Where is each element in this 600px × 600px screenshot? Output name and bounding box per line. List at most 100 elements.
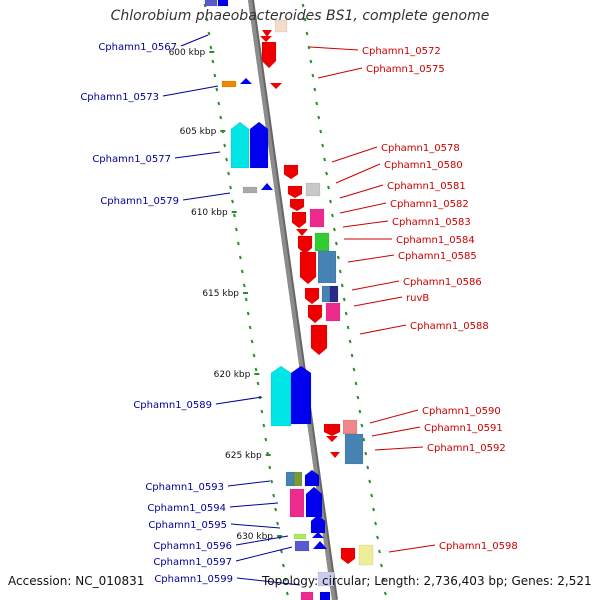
right-tick-track (307, 45, 311, 50)
gene-label-right[interactable]: Cphamn1_0572 (362, 46, 441, 57)
gene-label-right[interactable]: ruvB (406, 293, 429, 304)
scale-label: 605 kbp (180, 127, 217, 137)
scale-label: 610 kbp (191, 208, 228, 218)
gene-label-right[interactable]: Cphamn1_0581 (387, 181, 466, 192)
leader-line (236, 577, 301, 586)
gene-label-right[interactable]: Cphamn1_0591 (424, 423, 503, 434)
gene-arrow (260, 36, 272, 42)
gene-arrow (249, 121, 269, 169)
gene-label-right[interactable]: Cphamn1_0588 (410, 321, 489, 332)
leader-line (182, 192, 231, 201)
left-tick-track (229, 185, 232, 190)
gene-label-left[interactable]: Cphamn1_0595 (148, 520, 227, 531)
right-tick-track (350, 353, 354, 358)
gene-arrow (262, 30, 272, 37)
right-tick-track (319, 129, 323, 134)
gene-block (217, 0, 229, 7)
gene-arrow (261, 183, 273, 190)
gene-arrow (310, 324, 328, 356)
right-tick-track (372, 507, 376, 512)
left-tick-track (238, 255, 242, 260)
right-tick-track (354, 381, 358, 386)
gene-label-right[interactable]: Cphamn1_0598 (439, 541, 518, 552)
right-tick-track (370, 493, 374, 498)
gene-label-right[interactable]: Cphamn1_0578 (381, 143, 460, 154)
left-tick-track (272, 493, 276, 498)
gene-label-right[interactable]: Cphamn1_0580 (384, 160, 463, 171)
right-tick-track (366, 465, 370, 470)
gene-block (242, 186, 258, 194)
gene-block (300, 591, 314, 600)
right-tick-track (309, 59, 313, 64)
leader-line (229, 502, 279, 508)
right-tick-track (315, 101, 319, 106)
leader-line (353, 296, 403, 307)
gene-label-right[interactable]: Cphamn1_0592 (427, 443, 506, 454)
gene-block (204, 0, 218, 7)
right-tick-track (374, 521, 378, 526)
left-tick-track (233, 213, 236, 218)
accession-text: Accession: NC_010831 (8, 574, 145, 588)
gene-arrow (323, 423, 341, 437)
gene-label-left[interactable]: Cphamn1_0596 (153, 541, 232, 552)
leader-line (371, 426, 421, 437)
gene-label-left[interactable]: Cphamn1_0597 (153, 557, 232, 568)
gene-label-left[interactable]: Cphamn1_0589 (133, 400, 212, 411)
gene-block (274, 19, 288, 33)
gene-block (305, 182, 321, 197)
gene-label-right[interactable]: Cphamn1_0585 (398, 251, 477, 262)
left-tick-track (244, 297, 248, 302)
gene-block (344, 433, 364, 465)
gene-label-right[interactable]: Cphamn1_0590 (422, 406, 501, 417)
gene-arrow (240, 78, 252, 84)
gene-label-right[interactable]: Cphamn1_0584 (396, 235, 475, 246)
right-tick-track (317, 115, 321, 120)
left-tick-track (270, 479, 274, 484)
gene-block (309, 208, 325, 228)
gene-label-left[interactable]: Cphamn1_0579 (100, 196, 179, 207)
gene-arrow (297, 235, 313, 255)
right-tick-track (378, 549, 381, 554)
leader-line (339, 184, 384, 199)
gene-arrow (326, 436, 338, 442)
gene-arrow (307, 304, 323, 324)
left-tick-track (213, 73, 217, 78)
gene-label-right[interactable]: Cphamn1_0583 (392, 217, 471, 228)
gene-label-right[interactable]: Cphamn1_0586 (403, 277, 482, 288)
gene-label-right[interactable]: Cphamn1_0575 (366, 64, 445, 75)
leader-line (331, 146, 378, 163)
leader-line (215, 396, 263, 405)
right-tick-track (305, 31, 309, 36)
left-tick-track (260, 409, 264, 414)
gene-arrow (230, 121, 250, 169)
gene-block (317, 571, 335, 587)
scale-label: 630 kbp (236, 532, 273, 542)
gene-arrow (291, 211, 307, 229)
left-tick-track (242, 283, 246, 288)
gene-label-right[interactable]: Cphamn1_0582 (390, 199, 469, 210)
right-tick-track (321, 143, 325, 148)
gene-label-left[interactable]: Cphamn1_0593 (145, 482, 224, 493)
left-tick-track (223, 143, 227, 148)
right-tick-track (380, 563, 383, 568)
right-tick-track (356, 395, 360, 400)
left-tick-track (207, 31, 211, 36)
gene-arrow (270, 365, 292, 427)
leader-line (162, 85, 219, 97)
gene-label-left[interactable]: Cphamn1_0567 (98, 42, 177, 53)
gene-block (317, 250, 337, 284)
gene-arrow (289, 198, 305, 212)
gene-arrow (296, 229, 308, 236)
leader-line (180, 34, 209, 47)
left-tick-track (274, 507, 278, 512)
leader-line (351, 280, 400, 291)
left-tick-track (215, 87, 219, 92)
right-tick-track (342, 297, 346, 302)
gene-label-left[interactable]: Cphamn1_0573 (80, 92, 159, 103)
gene-label-left[interactable]: Cphamn1_0599 (154, 574, 233, 585)
right-tick-track (334, 241, 338, 246)
gene-label-left[interactable]: Cphamn1_0594 (147, 503, 226, 514)
gene-label-left[interactable]: Cphamn1_0577 (92, 154, 171, 165)
right-tick-track (346, 325, 350, 330)
